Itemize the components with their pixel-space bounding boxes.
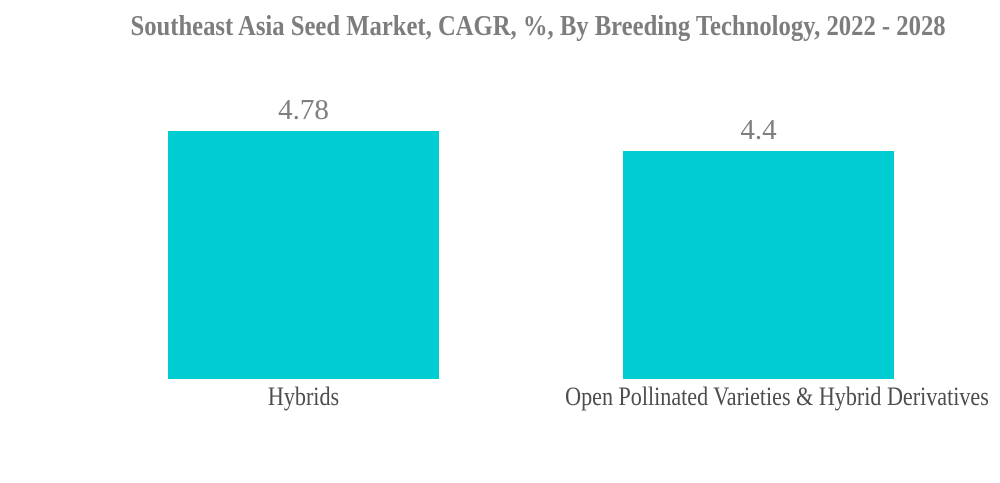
category-label-open-pollinated: Open Pollinated Varieties & Hybrid Deriv… (565, 382, 989, 411)
bar-hybrids (168, 131, 439, 379)
plot-area: 4.78 4.4 (76, 0, 986, 379)
bar-open-pollinated (623, 151, 894, 379)
bar-group-hybrids: 4.78 (76, 0, 531, 379)
chart-title: Southeast Asia Seed Market, CAGR, %, By … (130, 10, 946, 42)
bar-group-open-pollinated: 4.4 (531, 0, 986, 379)
category-label-hybrids: Hybrids (267, 382, 340, 411)
category-axis: Hybrids Open Pollinated Varieties & Hybr… (76, 382, 989, 412)
value-label-hybrids: 4.78 (278, 94, 329, 126)
value-label-open-pollinated: 4.4 (740, 114, 777, 146)
